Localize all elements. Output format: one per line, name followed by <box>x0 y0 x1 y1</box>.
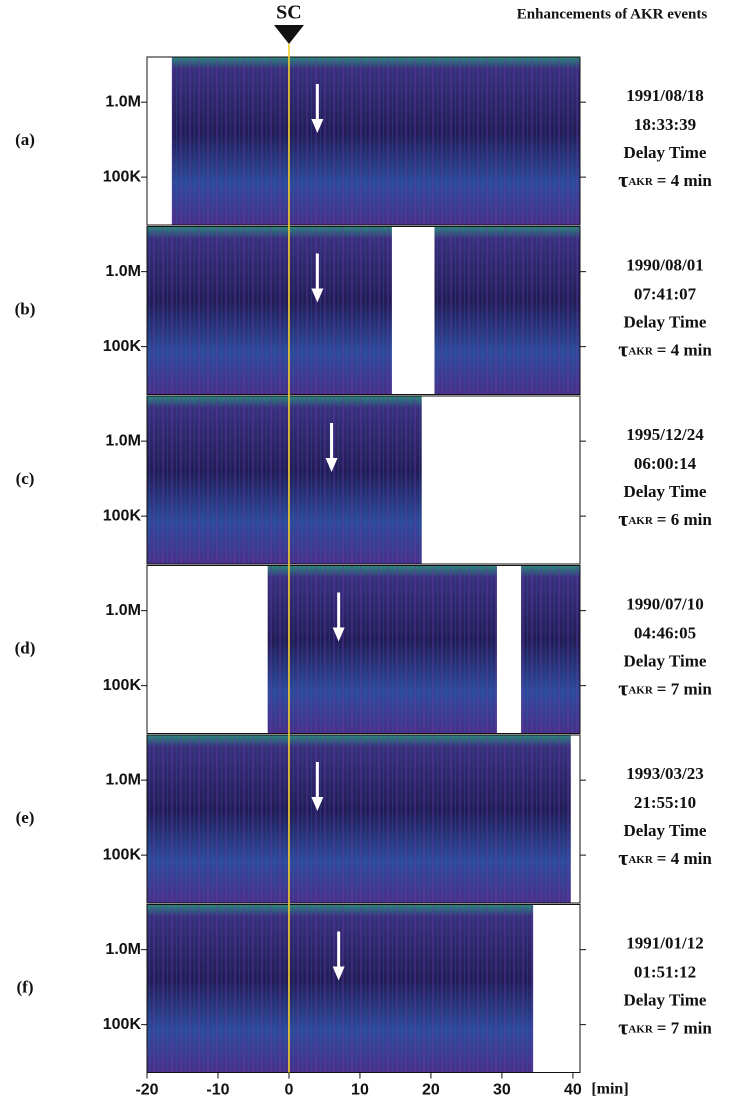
spectrogram-texture <box>147 226 580 395</box>
marker-label: SC <box>276 2 302 24</box>
tau-subscript: AKR <box>628 854 654 866</box>
event-date: 1993/03/23 <box>626 764 703 783</box>
tau-subscript: AKR <box>628 176 654 188</box>
spectrogram-texture <box>147 57 580 225</box>
data-gap <box>496 565 522 734</box>
delay-label: = 6 min <box>657 510 713 529</box>
spectrogram-texture <box>147 735 580 903</box>
panel-frame <box>146 56 581 226</box>
event-time: 18:33:39 <box>634 115 696 134</box>
tau: τ <box>618 676 628 701</box>
delay-value: τAKR = 6 min <box>618 506 712 531</box>
event-arrow-head <box>325 458 338 472</box>
event-arrow-head <box>311 119 324 133</box>
event-time: 01:51:12 <box>634 962 696 981</box>
panel-frame <box>146 904 581 1073</box>
panel-label: (d) <box>15 638 36 657</box>
x-tick-label: 0 <box>285 1082 294 1099</box>
y-tick-label: 1.0M <box>105 771 141 788</box>
y-tick-label: 1.0M <box>105 602 141 619</box>
y-tick-label: 100K <box>103 338 142 355</box>
delay-value: τAKR = 4 min <box>618 845 712 870</box>
marker-triangle <box>273 25 304 44</box>
data-gap <box>147 57 172 225</box>
event-date: 1991/08/18 <box>626 86 703 105</box>
delay-label: = 7 min <box>657 1018 713 1037</box>
event-time: 04:46:05 <box>634 623 696 642</box>
tau: τ <box>618 845 628 870</box>
x-unit: [min] <box>591 1081 628 1098</box>
delay-caption: Delay Time <box>624 312 707 331</box>
delay-label: = 4 min <box>657 171 713 190</box>
tau-subscript: AKR <box>628 684 654 696</box>
panel-label: (e) <box>16 808 35 827</box>
x-tick-label: -10 <box>206 1082 229 1099</box>
y-tick-label: 100K <box>103 846 142 863</box>
event-arrow-head <box>332 966 345 981</box>
tau-subscript: AKR <box>628 345 654 357</box>
panel-label: (f) <box>17 977 34 996</box>
y-tick-label: 1.0M <box>105 941 141 958</box>
panel-frame <box>146 226 581 395</box>
event-time: 07:41:07 <box>634 284 697 303</box>
event-date: 1990/07/10 <box>626 594 703 613</box>
data-gap <box>570 735 580 903</box>
event-time: 21:55:10 <box>634 793 696 812</box>
tau-subscript: AKR <box>628 515 654 527</box>
tau-subscript: AKR <box>628 1023 654 1035</box>
event-arrow-head <box>332 627 345 642</box>
event-date: 1990/08/01 <box>626 255 703 274</box>
delay-value: τAKR = 4 min <box>618 337 712 362</box>
event-date: 1995/12/24 <box>626 425 704 444</box>
delay-label: = 4 min <box>657 849 713 868</box>
panel-frame <box>146 734 581 904</box>
x-tick-label: 40 <box>564 1082 582 1099</box>
data-gap <box>147 565 268 734</box>
data-gap <box>421 396 580 564</box>
y-tick-label: 1.0M <box>105 93 141 110</box>
delay-value: τAKR = 7 min <box>618 676 712 701</box>
event-date: 1991/01/12 <box>626 933 703 952</box>
delay-caption: Delay Time <box>624 482 707 501</box>
delay-value: τAKR = 7 min <box>618 1015 712 1040</box>
y-tick-label: 1.0M <box>105 263 141 280</box>
tau: τ <box>618 1015 628 1040</box>
panel-frame <box>146 395 581 565</box>
event-time: 06:00:14 <box>634 454 697 473</box>
data-gap <box>533 904 580 1073</box>
title: Enhancements of AKR events <box>517 6 708 22</box>
y-tick-label: 100K <box>103 507 142 524</box>
delay-caption: Delay Time <box>624 821 707 840</box>
panel-label: (b) <box>15 299 36 318</box>
delay-caption: Delay Time <box>624 990 707 1009</box>
delay-caption: Delay Time <box>624 143 707 162</box>
x-tick-label: 20 <box>422 1082 440 1099</box>
x-tick-label: 10 <box>351 1082 369 1099</box>
panel-label: (a) <box>15 130 35 149</box>
y-tick-label: 100K <box>103 168 142 185</box>
tau: τ <box>618 337 628 362</box>
tau: τ <box>618 167 628 192</box>
event-arrow-head <box>311 288 324 303</box>
panel-label: (c) <box>16 469 35 488</box>
delay-label: = 4 min <box>657 340 713 359</box>
y-tick-label: 1.0M <box>105 432 141 449</box>
delay-value: τAKR = 4 min <box>618 167 712 192</box>
delay-caption: Delay Time <box>624 651 707 670</box>
y-tick-label: 100K <box>103 677 142 694</box>
spectrogram-texture <box>147 904 580 1073</box>
data-gap <box>391 226 435 395</box>
panel-frame <box>146 565 581 734</box>
x-tick-label: 30 <box>493 1082 511 1099</box>
event-arrow-head <box>311 797 324 811</box>
tau: τ <box>618 506 628 531</box>
delay-label: = 7 min <box>657 679 713 698</box>
y-tick-label: 100K <box>103 1016 142 1033</box>
x-tick-label: -20 <box>135 1082 158 1099</box>
